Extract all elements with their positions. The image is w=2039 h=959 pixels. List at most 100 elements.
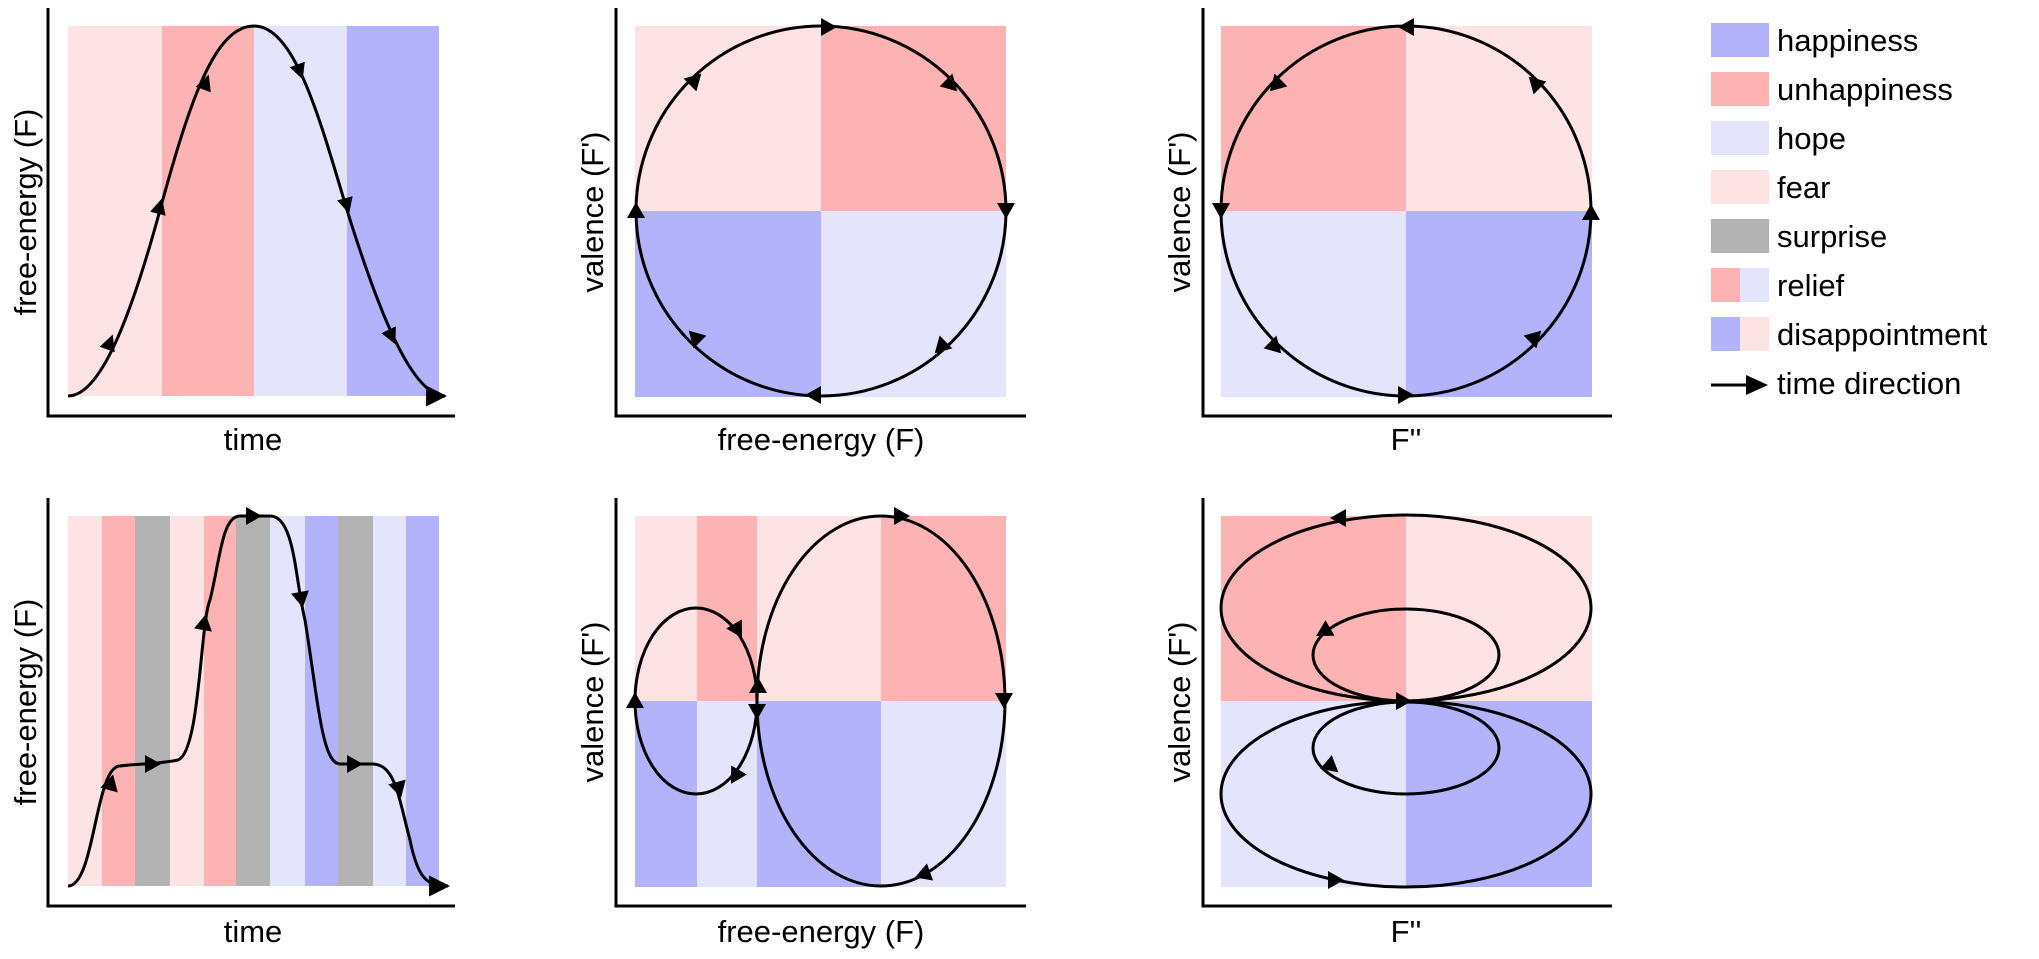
arrow-mark <box>195 74 211 93</box>
arrowheads <box>1316 509 1412 889</box>
swatch-surprise <box>1711 219 1769 253</box>
axes <box>614 8 1026 418</box>
quadrant-tr <box>1406 516 1592 701</box>
quadrant-br <box>1406 211 1592 397</box>
arrow-mark <box>289 61 305 80</box>
panel-bottom-left: time free-energy (F) <box>8 498 455 949</box>
quadrant-tl <box>635 26 821 211</box>
swatch-unhappiness <box>1711 72 1769 106</box>
panel-bottom-right: F'' valence (F') <box>1162 498 1612 949</box>
arrow-mark <box>291 590 309 608</box>
y-axis-label: free-energy (F) <box>8 109 43 316</box>
y-axis-label: valence (F') <box>1162 622 1197 783</box>
arrow-mark <box>1263 335 1282 354</box>
legend: happiness unhappiness hope fear surprise… <box>1711 23 1988 401</box>
arrow-mark <box>626 692 644 708</box>
band-bottom-hope <box>881 701 1006 887</box>
swatch-relief-right <box>1740 268 1769 302</box>
arrow-mark <box>997 203 1015 219</box>
time-direction-arrow-icon <box>1746 375 1768 395</box>
band-hope <box>254 26 347 396</box>
arrow-mark <box>914 863 934 881</box>
arrowheads <box>1212 18 1600 404</box>
x-axis-label: free-energy (F) <box>718 914 925 949</box>
panel-bottom-mid: free-energy (F) valence (F') <box>575 498 1026 949</box>
swatch-hope <box>1711 121 1769 155</box>
band-hope <box>270 516 305 886</box>
quadrant-br <box>1406 701 1592 887</box>
arrow-mark <box>934 335 953 354</box>
x-axis-label: F'' <box>1391 422 1422 457</box>
band-happiness <box>406 516 439 886</box>
arrowheads <box>99 61 396 353</box>
legend-label-disappointment: disappointment <box>1777 317 1988 352</box>
band-top-fear <box>757 516 881 701</box>
legend-label-unhappiness: unhappiness <box>1777 72 1953 107</box>
arrowheads <box>627 18 1015 404</box>
arrow-mark <box>731 765 747 784</box>
panel-top-right: F'' valence (F') <box>1162 8 1612 457</box>
axes <box>46 498 455 908</box>
panel-top-mid: free-energy (F) valence (F') <box>575 8 1026 457</box>
axes <box>46 8 455 418</box>
x-axis-label: time <box>224 422 283 457</box>
swatch-disappointment-left <box>1711 317 1740 351</box>
band-top-unhappiness <box>881 516 1006 701</box>
axes <box>614 498 1026 908</box>
arrow-mark <box>894 507 910 525</box>
quadrant-bl <box>1221 701 1406 887</box>
swatch-relief-left <box>1711 268 1740 302</box>
band-fear <box>68 26 162 396</box>
time-curve <box>67 514 451 897</box>
quadrant-br <box>821 211 1006 397</box>
axes <box>1201 8 1612 418</box>
swatch-fear <box>1711 170 1769 204</box>
quadrant-bl <box>1221 211 1406 397</box>
legend-label-hope: hope <box>1777 121 1846 156</box>
arrow-mark <box>1316 620 1335 636</box>
arrow-mark <box>1396 692 1412 710</box>
x-axis-label: F'' <box>1391 914 1422 949</box>
legend-label-time-direction: time direction <box>1777 366 1961 401</box>
arrow-mark <box>688 330 707 349</box>
arrow-mark <box>627 202 645 218</box>
band-happiness <box>305 516 338 886</box>
band-unhappiness <box>102 516 135 886</box>
arrow-mark <box>1528 76 1547 95</box>
arrow-mark <box>347 755 363 773</box>
arrow-mark <box>1269 73 1288 92</box>
arrow-mark <box>381 326 396 345</box>
arrow-mark <box>1330 509 1346 527</box>
arrow-mark <box>100 774 118 793</box>
arrow-mark <box>939 73 958 92</box>
arrow-mark <box>1523 330 1542 349</box>
band-bottom-happiness <box>757 701 881 887</box>
arrow-mark <box>1398 386 1414 404</box>
arrow-mark <box>246 507 262 525</box>
arrow-mark <box>1212 203 1230 219</box>
time-curve <box>67 24 448 407</box>
band-unhappiness <box>204 516 236 886</box>
arrow-mark <box>150 198 166 216</box>
quadrant-tr <box>821 26 1006 211</box>
arrow-mark <box>726 619 742 638</box>
arrow-mark <box>337 196 353 214</box>
axes <box>1201 498 1612 908</box>
arrow-mark <box>821 18 837 36</box>
x-axis-label: free-energy (F) <box>718 422 925 457</box>
y-axis-label: valence (F') <box>575 622 610 783</box>
y-axis-label: valence (F') <box>575 132 610 293</box>
legend-label-relief: relief <box>1777 268 1845 303</box>
arrow-mark <box>748 704 766 720</box>
swatch-happiness <box>1711 23 1769 57</box>
band-surprise <box>338 516 373 886</box>
legend-label-fear: fear <box>1777 170 1830 205</box>
x-axis-label: time <box>224 914 283 949</box>
arrow-mark <box>995 693 1013 709</box>
legend-label-surprise: surprise <box>1777 219 1887 254</box>
band-hope <box>373 516 406 886</box>
legend-label-happiness: happiness <box>1777 23 1918 58</box>
arrow-mark <box>1320 755 1339 773</box>
band-fear <box>68 516 102 886</box>
